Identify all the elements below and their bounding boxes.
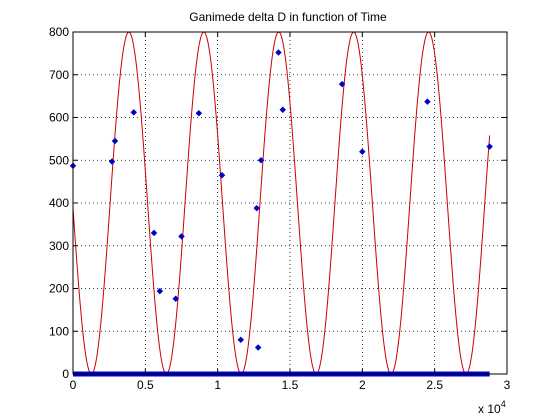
data-point (275, 49, 282, 56)
data-point (486, 143, 493, 150)
data-point (237, 336, 245, 344)
x-tick-label: 0.5 (137, 378, 154, 392)
x-tick-label: 1.5 (282, 378, 299, 392)
x-tick-label: 0 (70, 378, 77, 392)
model-curve-line (72, 31, 491, 375)
data-point (178, 232, 185, 240)
data-points (69, 49, 493, 377)
x-tick-label: 2.5 (426, 378, 443, 392)
data-point (338, 80, 346, 88)
y-tick-label: 500 (49, 153, 69, 167)
x-tick-label: 2 (359, 378, 366, 392)
y-tick-label: 100 (49, 324, 69, 338)
y-tick-label: 600 (49, 111, 69, 125)
x-tick-label: 1 (214, 378, 221, 392)
chart-title: Ganimede delta D in function of Time (189, 10, 387, 24)
grid (73, 32, 507, 374)
x-tick-label: 3 (504, 378, 511, 392)
y-tick-label: 800 (49, 25, 69, 39)
x-axis-multiplier-exponent: 4 (501, 399, 506, 409)
model-curve (72, 31, 491, 375)
data-point (424, 98, 431, 106)
y-tick-labels: 0 100 200 300 400 500 600 700 800 (49, 25, 69, 381)
data-point (218, 171, 226, 179)
data-point (150, 229, 158, 237)
data-point (253, 204, 261, 212)
data-point (108, 158, 116, 165)
y-tick-label: 0 (62, 367, 69, 381)
y-tick-label: 300 (49, 239, 69, 253)
data-point (257, 156, 265, 164)
x-axis-multiplier-base: x 10 (478, 402, 501, 416)
y-tick-label: 700 (49, 68, 69, 82)
data-point (254, 344, 262, 351)
y-tick-label: 200 (49, 282, 69, 296)
data-point (358, 148, 366, 156)
data-point (172, 295, 180, 303)
data-point (130, 109, 138, 116)
data-point (111, 137, 119, 145)
x-axis-multiplier: x 104 (478, 399, 506, 416)
data-point (156, 287, 164, 295)
x-tick-labels: 0 0.5 1 1.5 2 2.5 3 (70, 378, 511, 392)
data-point (279, 106, 287, 114)
data-point (195, 109, 203, 117)
y-tick-label: 400 (49, 196, 69, 210)
axis-ticks (72, 31, 508, 375)
